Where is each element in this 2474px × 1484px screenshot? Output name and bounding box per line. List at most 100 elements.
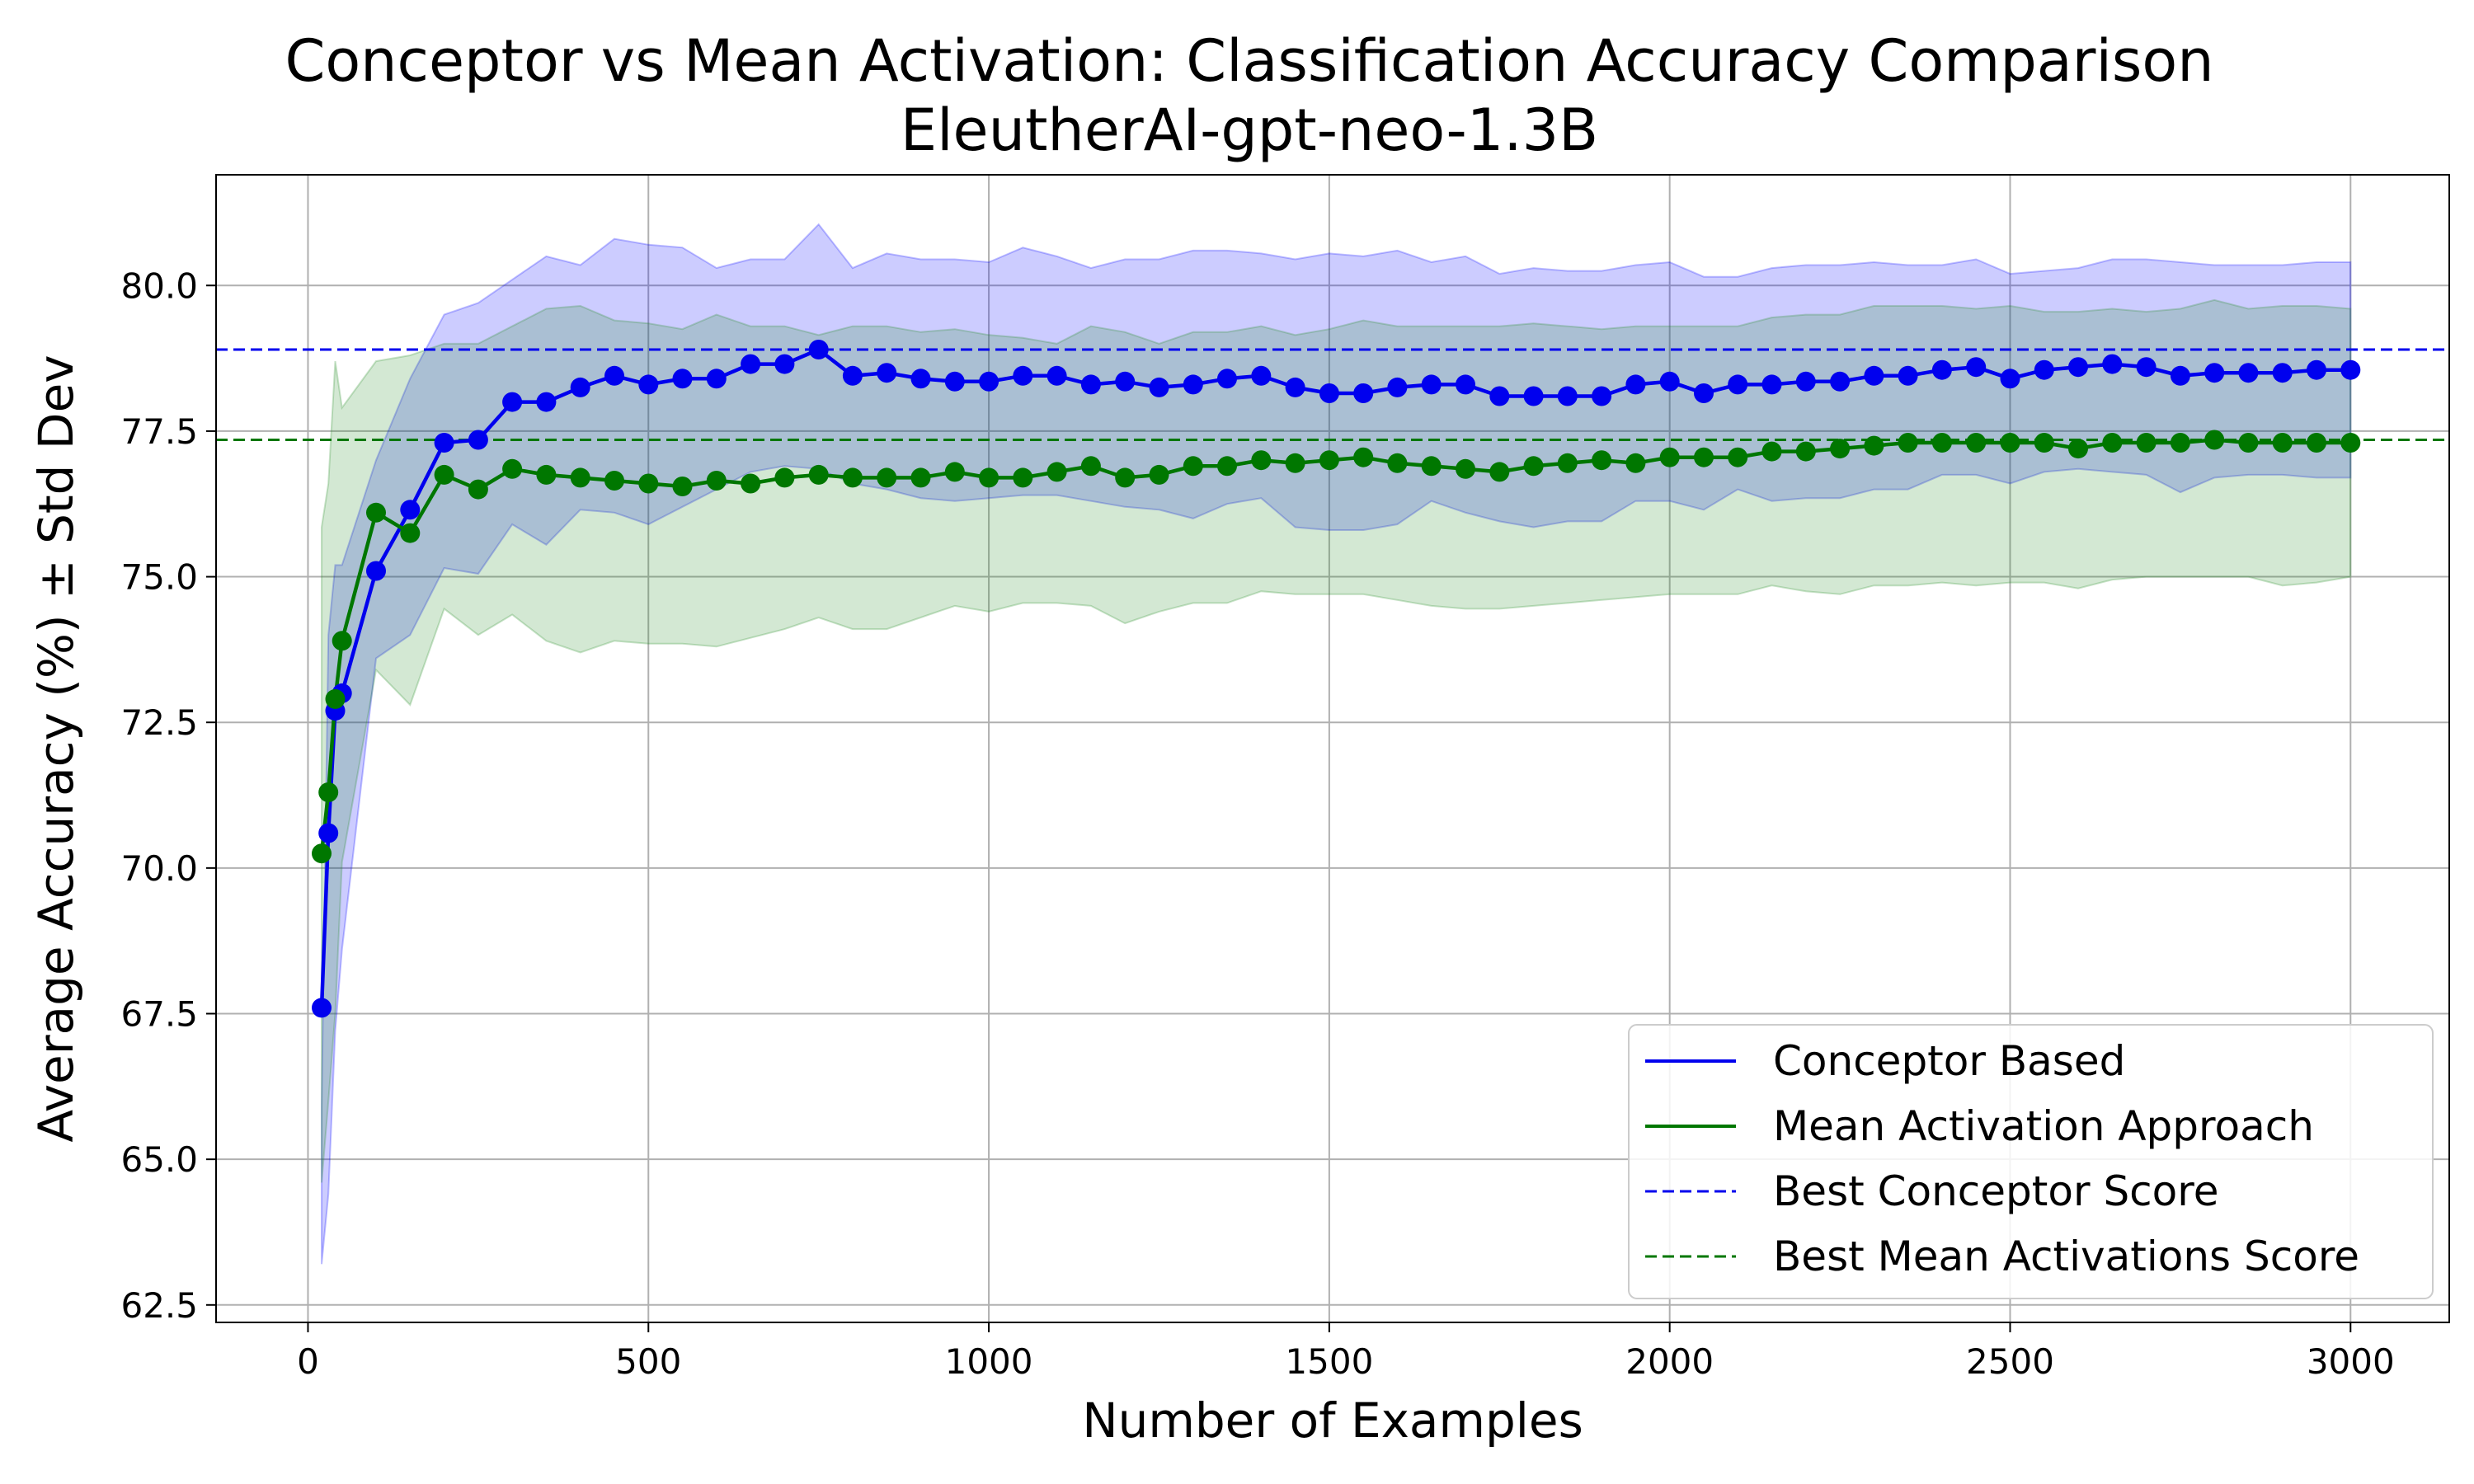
conceptor-point (1285, 377, 1305, 397)
mean-activation-point (774, 467, 795, 488)
mean-activation-point (2102, 433, 2123, 453)
conceptor-point (1830, 371, 1851, 392)
conceptor-point (1013, 365, 1033, 386)
conceptor-point (1115, 371, 1136, 392)
conceptor-point (366, 561, 386, 581)
y-tick-label: 62.5 (120, 1285, 198, 1326)
conceptor-point (318, 823, 339, 843)
mean-activation-point (877, 467, 897, 488)
conceptor-point (1966, 357, 1987, 378)
conceptor-point (910, 369, 931, 389)
mean-activation-point (536, 464, 557, 485)
x-tick-label: 3000 (2307, 1341, 2395, 1382)
chart-subtitle: EleutherAI-gpt-neo-1.3B (901, 96, 1598, 164)
conceptor-point (2102, 354, 2123, 374)
conceptor-point (1694, 383, 1714, 403)
mean-activation-point (1830, 439, 1851, 459)
mean-activation-point (741, 473, 761, 494)
mean-activation-point (1251, 450, 1272, 471)
conceptor-point (312, 998, 332, 1018)
conceptor-point (1625, 374, 1646, 395)
mean-activation-point (1931, 433, 1952, 453)
conceptor-point (1728, 374, 1748, 395)
legend-frame (1628, 1024, 2434, 1299)
mean-activation-point (2307, 433, 2326, 453)
mean-activation-point (1149, 464, 1169, 485)
conceptor-point (877, 363, 897, 383)
mean-activation-point (468, 479, 488, 500)
conceptor-point (536, 392, 557, 412)
conceptor-point (808, 340, 829, 359)
mean-activation-point (2000, 433, 2020, 453)
y-tick-label: 70.0 (120, 848, 198, 889)
mean-activation-point (1659, 447, 1680, 467)
conceptor-point (1557, 386, 1578, 406)
grid-lines (216, 175, 2449, 1322)
mean-activation-point (1592, 450, 1612, 471)
mean-activation-point (318, 782, 339, 802)
conceptor-point (2000, 369, 2020, 389)
y-tick-label: 75.0 (120, 557, 198, 598)
x-axis-label: Number of Examples (1082, 1392, 1583, 1449)
chart-title: Conceptor vs Mean Activation: Classifica… (285, 27, 2213, 95)
mean-activation-point (2068, 439, 2088, 459)
mean-activation-point (842, 467, 863, 488)
mean-activation-point (2136, 433, 2157, 453)
mean-activation-point (1523, 456, 1544, 477)
x-tick-label: 2000 (1625, 1341, 1714, 1382)
y-axis-label: Average Accuracy (%) ± Std Dev (28, 355, 84, 1142)
mean-activation-point (808, 464, 829, 485)
conceptor-point (1761, 374, 1782, 395)
conceptor-point (2340, 359, 2361, 380)
mean-activation-point (2340, 433, 2361, 453)
y-tick-label: 72.5 (120, 702, 198, 743)
conceptor-point (2034, 359, 2054, 380)
conceptor-point (2307, 359, 2326, 380)
y-tick-label: 67.5 (120, 994, 198, 1035)
mean-activation-point (1319, 450, 1339, 471)
mean-activation-point (1115, 467, 1136, 488)
mean-activation-point (1421, 456, 1442, 477)
conceptor-point (1659, 371, 1680, 392)
mean-activation-point (1353, 447, 1374, 467)
conceptor-point (2204, 363, 2225, 383)
mean-activation-point (325, 688, 346, 709)
mean-activation-point (570, 467, 590, 488)
mean-activation-point (1183, 456, 1203, 477)
x-tick-label: 500 (615, 1341, 681, 1382)
conceptor-point (1251, 365, 1272, 386)
conceptor-point (1421, 374, 1442, 395)
mean-activation-point (502, 458, 523, 479)
conceptor-point (1931, 359, 1952, 380)
mean-activation-point (1456, 458, 1475, 479)
mean-activation-point (2272, 433, 2293, 453)
mean-activation-point (1080, 456, 1101, 477)
mean-activation-point (434, 464, 454, 485)
mean-activation-point (1761, 441, 1782, 462)
mean-activation-point (366, 502, 386, 523)
conceptor-point (1456, 374, 1475, 395)
mean-activation-point (1966, 433, 1987, 453)
conceptor-point (2136, 357, 2157, 378)
legend-label-best-mean-activations: Best Mean Activations Score (1773, 1233, 2359, 1280)
plot-frame (215, 174, 2450, 1323)
conceptor-point (1864, 365, 1884, 386)
mean-activation-point (2034, 433, 2054, 453)
mean-activation-point (638, 473, 659, 494)
mean-activation-point (332, 631, 352, 651)
mean-activation-point (1864, 435, 1884, 456)
mean-activation-point (1728, 447, 1748, 467)
y-tick-label: 80.0 (120, 265, 198, 306)
conceptor-point (672, 369, 693, 389)
mean-activation-point (979, 467, 999, 488)
mean-activation-point (1625, 453, 1646, 473)
mean-activation-point (604, 471, 624, 491)
mean-activation-point (706, 471, 727, 491)
conceptor-point (944, 371, 965, 392)
mean-activation-point (1285, 453, 1305, 473)
mean-activation-point (1217, 456, 1237, 477)
mean-activation-point (2238, 433, 2259, 453)
y-tick-label: 77.5 (120, 411, 198, 452)
mean-activation-std-band (321, 298, 2352, 1183)
